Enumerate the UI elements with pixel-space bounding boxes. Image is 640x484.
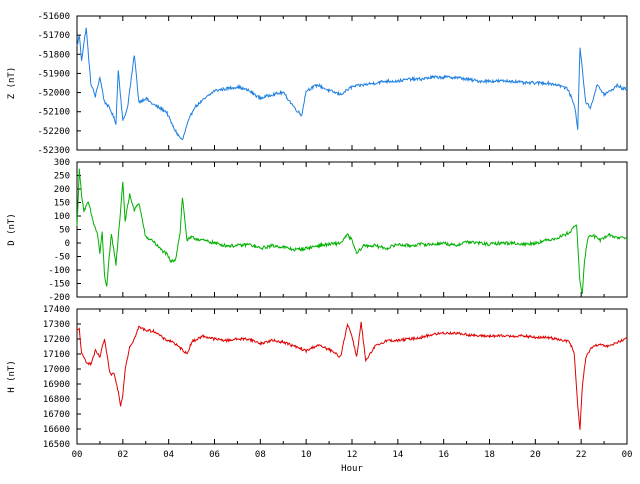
y-tick-label: -51700 <box>37 31 70 41</box>
x-tick-label: 10 <box>301 450 312 460</box>
panel-frame <box>76 161 628 298</box>
y-axis-label: D (nT) <box>7 213 17 246</box>
y-tick-label: 250 <box>54 172 70 182</box>
y-tick-label: 17300 <box>43 320 70 330</box>
y-tick-label: 0 <box>65 239 70 249</box>
y-tick-label: -52300 <box>37 146 70 156</box>
series-line <box>76 27 628 141</box>
x-tick-label: 02 <box>117 450 128 460</box>
y-tick-label: 17200 <box>43 335 70 345</box>
series-line <box>76 321 628 430</box>
x-tick-label: 08 <box>255 450 266 460</box>
y-tick-label: 16500 <box>43 440 70 450</box>
y-tick-label: -52200 <box>37 127 70 137</box>
y-tick-label: -51900 <box>37 69 70 79</box>
panel-frame <box>76 308 628 445</box>
x-tick-label: 06 <box>209 450 220 460</box>
y-tick-label: 200 <box>54 185 70 195</box>
x-axis-label: Hour <box>341 464 363 474</box>
y-tick-label: 17100 <box>43 350 70 360</box>
y-tick-label: -150 <box>48 280 70 290</box>
x-tick-label: 04 <box>163 450 174 460</box>
y-tick-label: -200 <box>48 293 70 303</box>
x-tick-label: 12 <box>347 450 358 460</box>
y-tick-label: -50 <box>54 253 70 263</box>
x-tick-label: 22 <box>576 450 587 460</box>
y-tick-label: 300 <box>54 158 70 168</box>
y-tick-label: -51600 <box>37 12 70 22</box>
y-tick-label: 50 <box>59 226 70 236</box>
y-tick-label: -51800 <box>37 50 70 60</box>
y-tick-label: -52000 <box>37 89 70 99</box>
x-tick-label: 00 <box>72 450 83 460</box>
y-tick-label: -100 <box>48 266 70 276</box>
y-axis-label: H (nT) <box>7 360 17 393</box>
x-tick-label: 14 <box>392 450 403 460</box>
y-tick-label: 16600 <box>43 425 70 435</box>
y-tick-label: 100 <box>54 212 70 222</box>
series-line <box>76 168 628 294</box>
x-tick-label: 20 <box>530 450 541 460</box>
y-tick-label: -52100 <box>37 108 70 118</box>
x-tick-label: 16 <box>438 450 449 460</box>
y-tick-label: 16700 <box>43 410 70 420</box>
y-tick-label: 17400 <box>43 305 70 315</box>
y-tick-label: 16900 <box>43 380 70 390</box>
y-tick-label: 16800 <box>43 395 70 405</box>
y-axis-label: Z (nT) <box>7 67 17 100</box>
x-tick-label: 18 <box>484 450 495 460</box>
y-tick-label: 150 <box>54 199 70 209</box>
x-tick-label: 00 <box>622 450 633 460</box>
y-tick-label: 17000 <box>43 365 70 375</box>
